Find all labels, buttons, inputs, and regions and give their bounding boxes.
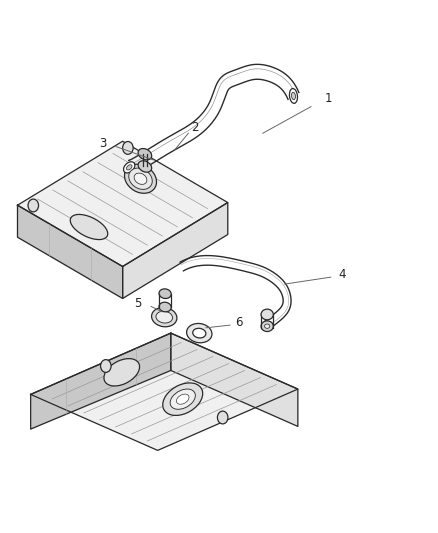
Text: 5: 5 bbox=[134, 297, 141, 310]
Ellipse shape bbox=[138, 161, 152, 172]
Circle shape bbox=[123, 141, 133, 155]
Polygon shape bbox=[31, 333, 171, 429]
Ellipse shape bbox=[152, 308, 177, 327]
Polygon shape bbox=[18, 205, 123, 298]
Ellipse shape bbox=[138, 149, 152, 160]
Circle shape bbox=[28, 199, 39, 212]
Polygon shape bbox=[123, 203, 228, 298]
Ellipse shape bbox=[159, 289, 171, 298]
Circle shape bbox=[217, 411, 228, 424]
Ellipse shape bbox=[70, 214, 108, 239]
Text: 4: 4 bbox=[338, 268, 346, 281]
Text: 2: 2 bbox=[191, 122, 199, 134]
Polygon shape bbox=[171, 333, 298, 426]
Ellipse shape bbox=[177, 394, 189, 404]
Ellipse shape bbox=[291, 92, 296, 100]
Text: 3: 3 bbox=[99, 138, 106, 150]
Ellipse shape bbox=[261, 309, 273, 320]
Ellipse shape bbox=[170, 389, 195, 409]
Ellipse shape bbox=[129, 168, 152, 189]
Polygon shape bbox=[31, 333, 298, 450]
Ellipse shape bbox=[159, 302, 171, 312]
Ellipse shape bbox=[187, 324, 212, 343]
Text: 1: 1 bbox=[325, 92, 332, 105]
Ellipse shape bbox=[193, 328, 206, 338]
Ellipse shape bbox=[104, 359, 140, 386]
Ellipse shape bbox=[124, 164, 156, 193]
Ellipse shape bbox=[134, 173, 147, 184]
Text: 6: 6 bbox=[235, 316, 243, 329]
Polygon shape bbox=[18, 141, 228, 266]
Circle shape bbox=[101, 360, 111, 373]
Ellipse shape bbox=[163, 383, 203, 415]
Ellipse shape bbox=[124, 162, 135, 173]
Ellipse shape bbox=[156, 311, 173, 323]
Ellipse shape bbox=[127, 165, 132, 170]
Ellipse shape bbox=[261, 321, 273, 332]
Ellipse shape bbox=[265, 324, 270, 328]
Ellipse shape bbox=[290, 88, 297, 103]
